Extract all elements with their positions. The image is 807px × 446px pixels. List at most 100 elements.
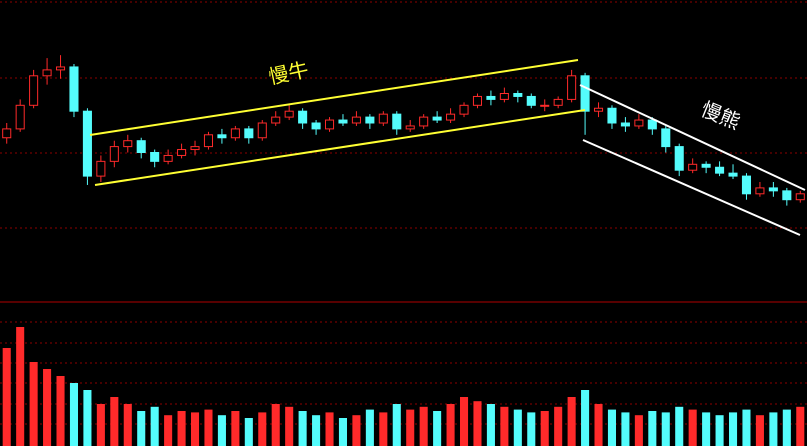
volume-bar bbox=[688, 409, 697, 446]
volume-bar bbox=[379, 412, 388, 446]
candle-body bbox=[540, 104, 550, 107]
candle-body bbox=[647, 119, 657, 130]
volume-bar bbox=[69, 383, 79, 446]
volume-bar bbox=[110, 397, 119, 446]
candle-body bbox=[513, 93, 523, 97]
candle-body bbox=[29, 75, 39, 106]
candle-body bbox=[338, 119, 348, 124]
volume-bar bbox=[2, 348, 11, 446]
volume-bar bbox=[419, 406, 428, 446]
candle-body bbox=[55, 66, 66, 71]
candle-body bbox=[365, 116, 375, 124]
volume-bar bbox=[459, 397, 469, 446]
candle-body bbox=[405, 125, 415, 130]
candle-body bbox=[82, 110, 92, 177]
volume-bar bbox=[634, 415, 643, 446]
volume-bar bbox=[675, 406, 684, 446]
candle-body bbox=[553, 98, 563, 106]
trend-channels bbox=[89, 59, 806, 236]
candle-body bbox=[446, 113, 456, 121]
volume-bar bbox=[755, 415, 764, 446]
candle-body bbox=[472, 95, 483, 106]
volume-bar bbox=[446, 404, 455, 446]
candle-body bbox=[755, 187, 765, 195]
candle-body bbox=[782, 190, 792, 201]
candle-body bbox=[69, 66, 79, 112]
candle-body bbox=[688, 163, 698, 171]
candle-body bbox=[661, 128, 671, 148]
volume-bar bbox=[43, 369, 52, 446]
candle-body bbox=[741, 175, 752, 195]
candle-body bbox=[324, 119, 335, 130]
volume-bar bbox=[83, 390, 92, 446]
candle-body bbox=[217, 134, 227, 139]
volume-bar bbox=[567, 397, 576, 446]
bear-channel-top bbox=[579, 84, 806, 191]
candle-body bbox=[42, 69, 52, 77]
candle-body bbox=[701, 163, 711, 168]
candle-body bbox=[392, 113, 402, 130]
volume-bar bbox=[177, 411, 186, 446]
volume-bar bbox=[352, 415, 361, 446]
volume-bar bbox=[742, 409, 751, 446]
volume-bar bbox=[16, 327, 25, 446]
volume-bar bbox=[500, 406, 509, 446]
volume-bar bbox=[648, 411, 657, 446]
volume-bar bbox=[554, 406, 563, 446]
candle-body bbox=[580, 75, 590, 112]
volume-bar bbox=[325, 412, 334, 446]
volume-bar bbox=[392, 404, 401, 446]
volume-bar bbox=[796, 406, 805, 446]
volume-bar bbox=[244, 418, 253, 446]
candle-body bbox=[499, 93, 509, 100]
candle-body bbox=[163, 154, 173, 162]
volume-bar bbox=[769, 412, 778, 446]
volume-bar bbox=[123, 404, 132, 446]
volume-bar bbox=[137, 411, 146, 446]
volume-bar bbox=[96, 404, 105, 446]
volume-bar bbox=[204, 409, 213, 446]
candle-body bbox=[257, 122, 267, 139]
candle-body bbox=[284, 110, 294, 118]
candle-body bbox=[15, 104, 25, 130]
candle-body bbox=[2, 128, 12, 139]
bull-channel-bottom bbox=[94, 109, 586, 186]
candle-body bbox=[123, 140, 133, 148]
candle-body bbox=[96, 160, 106, 177]
volume-bar bbox=[527, 412, 536, 446]
volume-bar bbox=[258, 412, 267, 446]
candle-body bbox=[432, 116, 442, 121]
volume-bar bbox=[661, 412, 670, 446]
volume-bar bbox=[164, 415, 173, 446]
volume-bar bbox=[486, 404, 495, 446]
candle-body bbox=[230, 128, 240, 139]
volume-bar bbox=[271, 404, 280, 446]
volume-bar bbox=[285, 406, 294, 446]
candles bbox=[2, 55, 805, 446]
volume-bar bbox=[473, 401, 482, 446]
candle-body bbox=[795, 193, 805, 201]
candle-body bbox=[728, 172, 738, 177]
candle-body bbox=[311, 122, 321, 130]
candle-body bbox=[768, 187, 778, 192]
candle-body bbox=[177, 149, 187, 156]
volume-bar bbox=[190, 412, 200, 446]
candle-body bbox=[351, 116, 361, 124]
candle-body bbox=[486, 95, 496, 100]
candle-body bbox=[526, 95, 536, 106]
volume-bar bbox=[433, 411, 442, 446]
candle-body bbox=[136, 140, 146, 153]
candle-body bbox=[378, 113, 388, 124]
candle-body bbox=[298, 110, 308, 124]
volume-bar bbox=[365, 409, 374, 446]
candle-body bbox=[634, 119, 644, 127]
candle-body bbox=[567, 75, 577, 100]
candle-body bbox=[150, 152, 160, 162]
candle-body bbox=[715, 166, 725, 174]
volume-bar bbox=[621, 412, 630, 446]
volume-bar bbox=[728, 412, 738, 446]
volume-bar bbox=[150, 406, 159, 446]
candle-body bbox=[419, 116, 429, 127]
